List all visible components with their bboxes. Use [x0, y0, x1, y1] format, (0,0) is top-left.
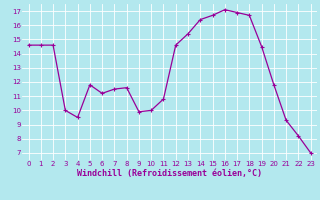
X-axis label: Windchill (Refroidissement éolien,°C): Windchill (Refroidissement éolien,°C): [77, 169, 262, 178]
